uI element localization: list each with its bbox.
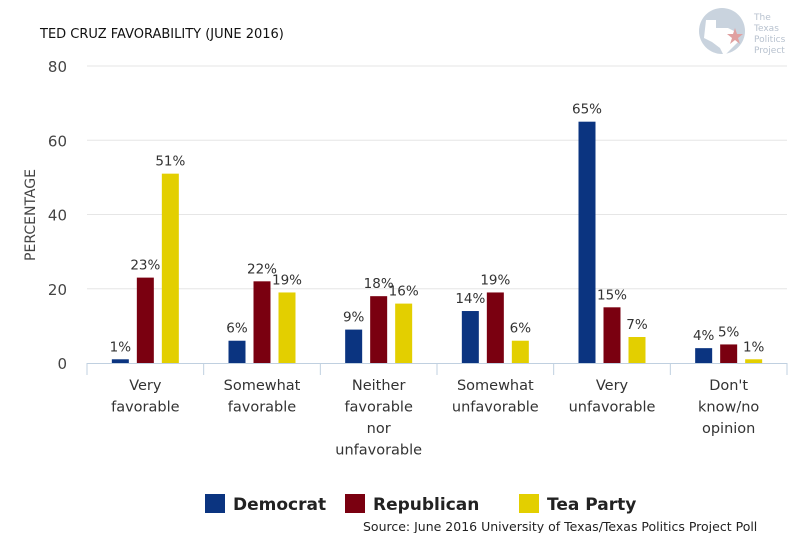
bar-democrat [345, 329, 363, 363]
source-note: Source: June 2016 University of Texas/Te… [363, 519, 757, 533]
data-label: 16% [389, 284, 419, 300]
bar-tea-party [745, 359, 763, 363]
bar-democrat [461, 311, 479, 363]
y-tick-label: 60 [48, 132, 67, 150]
data-label: 1% [110, 339, 132, 355]
x-tick-label: unfavorable [335, 443, 422, 459]
bar-tea-party [628, 337, 646, 363]
x-tick-label: unfavorable [452, 400, 539, 416]
data-label: 65% [572, 102, 602, 118]
data-label: 6% [226, 321, 248, 337]
legend-label[interactable]: Republican [373, 495, 479, 515]
gridlines [87, 65, 787, 290]
data-label: 19% [272, 272, 302, 288]
x-tick-label: opinion [702, 421, 755, 437]
data-label: 18% [364, 276, 394, 292]
data-label: 14% [455, 291, 485, 307]
bar-tea-party [161, 173, 179, 363]
y-axis: 0 20 40 60 80 [48, 58, 67, 373]
texas-shape-icon [704, 20, 738, 56]
data-label: 9% [343, 310, 365, 326]
x-tick-label: Somewhat [457, 378, 534, 394]
data-labels: 1%23%51%6%22%19%9%18%16% 14%19%6%65%15%7%… [110, 102, 765, 356]
bar-democrat [695, 348, 713, 363]
chart-title: TED CRUZ FAVORABILITY (JUNE 2016) [39, 27, 284, 42]
data-label: 6% [510, 321, 532, 337]
y-tick-label: 40 [48, 207, 67, 225]
logo-text-4: Project [754, 46, 785, 56]
data-label: 15% [597, 287, 627, 303]
y-axis-label: PERCENTAGE [23, 169, 39, 261]
bars [111, 121, 763, 363]
bar-democrat [111, 359, 129, 363]
logo-text-1: The [753, 13, 771, 23]
logo-text-2: Texas [753, 24, 779, 34]
x-tick-label: favorable [228, 400, 297, 416]
x-axis: Very favorable Somewhat favorable Neither fav… [86, 363, 788, 459]
y-tick-label: 0 [57, 355, 67, 373]
data-label: 4% [693, 328, 715, 344]
legend: Democrat Republican Tea Party [205, 494, 636, 515]
data-label: 23% [130, 258, 160, 274]
star-icon [727, 28, 743, 44]
data-label: 1% [743, 339, 765, 355]
data-label: 19% [480, 272, 510, 288]
x-tick-label: Very [129, 378, 162, 394]
legend-swatch [205, 494, 225, 513]
x-tick-label: Don't [709, 378, 748, 394]
bar-tea-party [278, 292, 296, 363]
x-tick-label: unfavorable [569, 400, 656, 416]
legend-label[interactable]: Democrat [233, 495, 326, 515]
x-tick-label: Neither [352, 378, 406, 394]
legend-swatch [345, 494, 365, 513]
x-tick-label: favorable [111, 400, 180, 416]
data-label: 22% [247, 261, 277, 277]
legend-label[interactable]: Tea Party [547, 495, 636, 515]
x-tick-label: Somewhat [224, 378, 301, 394]
bar-republican [486, 292, 504, 363]
legend-swatch [519, 494, 539, 513]
bar-republican [720, 344, 738, 363]
bar-republican [603, 307, 621, 363]
data-label: 51% [155, 154, 185, 170]
data-label: 7% [626, 317, 648, 333]
bar-republican [253, 281, 271, 363]
x-tick-label: Very [596, 378, 629, 394]
logo-text-3: Politics [754, 35, 786, 45]
bar-tea-party [395, 303, 413, 363]
data-label: 5% [718, 324, 740, 340]
bar-tea-party [511, 340, 529, 363]
bar-democrat [578, 121, 596, 363]
bar-republican [136, 277, 154, 363]
bar-democrat [228, 340, 246, 363]
y-tick-label: 80 [48, 58, 67, 76]
bar-republican [370, 296, 388, 363]
x-tick-label: nor [367, 421, 391, 437]
x-tick-label: know/no [698, 400, 759, 416]
x-tick-label: favorable [344, 400, 413, 416]
logo: The Texas Politics Project [699, 8, 786, 56]
y-tick-label: 20 [48, 281, 67, 299]
